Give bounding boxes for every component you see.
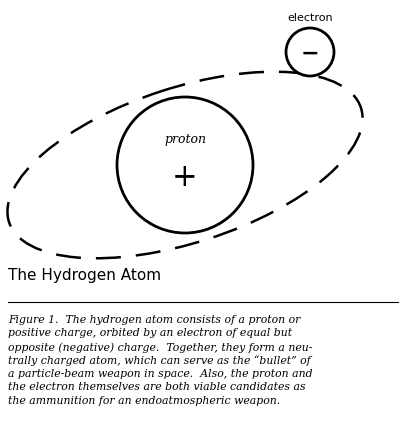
Text: −: − <box>300 43 318 65</box>
Text: the ammunition for an endoatmospheric weapon.: the ammunition for an endoatmospheric we… <box>8 396 279 406</box>
Text: positive charge, orbited by an electron of equal but: positive charge, orbited by an electron … <box>8 329 292 339</box>
Text: Figure 1.  The hydrogen atom consists of a proton or: Figure 1. The hydrogen atom consists of … <box>8 315 300 325</box>
Text: electron: electron <box>286 13 332 23</box>
Text: the electron themselves are both viable candidates as: the electron themselves are both viable … <box>8 382 305 392</box>
Text: +: + <box>172 162 197 193</box>
Circle shape <box>117 97 252 233</box>
Text: The Hydrogen Atom: The Hydrogen Atom <box>8 268 161 283</box>
Text: opposite (negative) charge.  Together, they form a neu-: opposite (negative) charge. Together, th… <box>8 342 311 352</box>
Text: proton: proton <box>164 132 205 145</box>
Circle shape <box>285 28 333 76</box>
Text: a particle-beam weapon in space.  Also, the proton and: a particle-beam weapon in space. Also, t… <box>8 369 312 379</box>
Text: trally charged atom, which can serve as the “bullet” of: trally charged atom, which can serve as … <box>8 355 310 366</box>
